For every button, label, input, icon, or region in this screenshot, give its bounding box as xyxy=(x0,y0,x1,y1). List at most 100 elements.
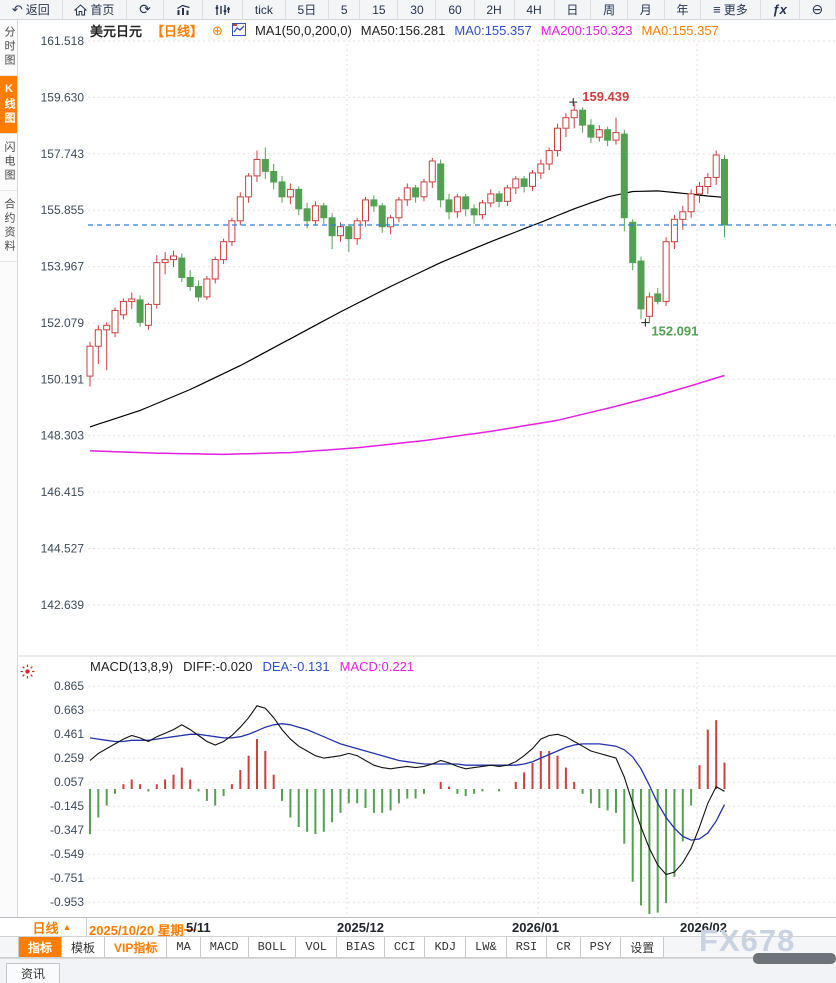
ma-settings: MA1(50,0,200,0) xyxy=(254,23,352,38)
y-axis-label: 152.079 xyxy=(41,316,85,330)
toolbar-button-bar-chart[interactable] xyxy=(164,0,204,19)
macd-y-axis-label: 0.057 xyxy=(54,775,84,789)
ma0-blue-value: MA0:155.357 xyxy=(454,23,532,38)
macd-y-axis-label: -0.549 xyxy=(50,847,84,861)
toolbar-lead-spacer xyxy=(0,937,18,957)
indicator-tab-设置[interactable]: 设置 xyxy=(621,937,665,957)
toolbar-button-2hour[interactable]: 2H xyxy=(475,0,515,19)
dea-line xyxy=(89,723,726,841)
toolbar-button-fx[interactable]: ƒx xyxy=(761,0,800,19)
indicator-tab-PSY[interactable]: PSY xyxy=(580,937,622,957)
watermark: FX678 xyxy=(699,923,796,958)
period-selector[interactable]: 日线 ▲ xyxy=(18,918,87,936)
toolbar-button-15min[interactable]: 15 xyxy=(360,0,399,19)
sidebar-item-合约资料[interactable]: 合约资料 xyxy=(0,191,17,262)
xaxis-label: 2026/02 xyxy=(680,920,727,935)
indicator-tab-VIP指标[interactable]: VIP指标 xyxy=(105,937,168,957)
toolbar-button-5day[interactable]: 5日 xyxy=(286,0,330,19)
xaxis-label: 2025/12 xyxy=(337,920,384,935)
ma50-line xyxy=(89,190,725,428)
indicator-tab-MA[interactable]: MA xyxy=(167,937,201,957)
macd-header: MACD(13,8,9) DIFF:-0.020 DEA:-0.131 MACD… xyxy=(90,659,414,674)
ma200-line xyxy=(89,374,725,456)
toolbar-button-30min[interactable]: 30 xyxy=(398,0,437,19)
left-sidebar: 分时图 K线图 闪电图 合约资料 xyxy=(0,19,18,958)
chart-header: 美元日元 【日线】 ⊕ MA1(50,0,200,0) MA50:156.281… xyxy=(90,21,719,40)
ma50-value: MA50:156.281 xyxy=(360,23,446,38)
indicator-tab-BOLL[interactable]: BOLL xyxy=(248,937,297,957)
indicator-tab-模板[interactable]: 模板 xyxy=(62,937,106,957)
y-axis-label: 150.191 xyxy=(41,372,85,386)
y-axis-label: 142.639 xyxy=(41,598,85,612)
indicator-tab-KDJ[interactable]: KDJ xyxy=(425,937,467,957)
toolbar-button-month[interactable]: 月 xyxy=(628,0,665,19)
toolbar-button-60min[interactable]: 60 xyxy=(436,0,475,19)
ma0-orange-value: MA0:155.357 xyxy=(641,23,719,38)
toolbar-button-tick[interactable]: tick xyxy=(243,0,286,19)
mini-chart-icon[interactable] xyxy=(231,22,246,39)
toolbar-button-zoom-out[interactable]: ⊖ xyxy=(800,0,836,19)
xaxis-row: 日线 ▲ 2025/10/20 星期一 5/11 2025/12 2026/01 20… xyxy=(0,917,836,938)
macd-y-axis-label: -0.953 xyxy=(50,895,84,909)
candles xyxy=(86,103,728,387)
period-label: 【日线】 xyxy=(151,24,204,39)
y-axis-label: 146.415 xyxy=(41,485,85,499)
toolbar-button-4hour[interactable]: 4H xyxy=(515,0,555,19)
macd-y-axis-label: -0.347 xyxy=(50,823,84,837)
y-axis-label: 161.518 xyxy=(41,34,85,48)
y-axis-label: 148.303 xyxy=(41,429,85,443)
macd-y-axis-label: -0.751 xyxy=(50,871,84,885)
sidebar-item-分时图[interactable]: 分时图 xyxy=(0,19,17,76)
ma200-value: MA200:150.323 xyxy=(540,23,633,38)
toolbar-button-back[interactable]: ↶ 返回 xyxy=(0,0,63,19)
symbol-name: 美元日元 xyxy=(90,24,143,39)
xaxis-label: 5/11 xyxy=(186,920,211,935)
gridlines: 161.518 159.630 157.743 155.855 153.967 152.0… xyxy=(41,34,836,914)
macd-diff-value: DIFF:-0.020 xyxy=(183,659,253,674)
macd-settings-label: MACD(13,8,9) xyxy=(90,659,174,674)
news-tab[interactable]: 资讯 xyxy=(6,963,60,983)
macd-y-axis-label: 0.663 xyxy=(54,703,84,717)
indicator-tab-RSI[interactable]: RSI xyxy=(506,937,548,957)
y-axis-label: 153.967 xyxy=(41,260,85,274)
svg-text:152.091: 152.091 xyxy=(651,324,698,339)
macd-hist-value: MACD:0.221 xyxy=(339,659,415,674)
indicator-tab-BIAS[interactable]: BIAS xyxy=(337,937,385,957)
low-annotation: 152.091 xyxy=(641,318,698,339)
macd-y-axis-label: 0.865 xyxy=(54,679,84,693)
y-axis-label: 159.630 xyxy=(41,90,85,104)
indicator-toolbar: 指标 模板 VIP指标 MA MACD BOLL VOL BIAS CCI KDJ LW& RSI CR… xyxy=(0,937,836,958)
toolbar-button-refresh[interactable]: ⟳ xyxy=(127,0,164,19)
macd-y-axis-label: 0.461 xyxy=(54,727,84,741)
add-indicator-icon[interactable]: ⊕ xyxy=(212,22,223,38)
indicator-tab-LW&[interactable]: LW& xyxy=(466,937,507,957)
toolbar-button-more[interactable]: ≡ 更多 xyxy=(701,0,761,19)
indicator-tab-CCI[interactable]: CCI xyxy=(384,937,426,957)
selected-date-label: 2025/10/20 星期一 xyxy=(89,923,197,938)
high-annotation: 159.439 xyxy=(569,89,629,107)
y-axis-label: 155.855 xyxy=(41,203,85,217)
svg-text:159.439: 159.439 xyxy=(582,89,629,104)
horizontal-scrollbar-thumb[interactable] xyxy=(753,953,836,964)
indicator-tab-VOL[interactable]: VOL xyxy=(296,937,338,957)
xaxis-label: 2026/01 xyxy=(512,920,559,935)
toolbar-button-5min[interactable]: 5 xyxy=(329,0,361,19)
sidebar-item-闪电图[interactable]: 闪电图 xyxy=(0,134,17,191)
chevron-up-icon: ▲ xyxy=(62,922,72,932)
macd-dea-value: DEA:-0.131 xyxy=(262,659,330,674)
indicator-tab-指标[interactable]: 指标 xyxy=(18,937,63,957)
status-bar: 资讯 xyxy=(0,953,836,983)
toolbar-button-week[interactable]: 周 xyxy=(591,0,628,19)
indicator-tab-MACD[interactable]: MACD xyxy=(200,937,249,957)
toolbar-button-year[interactable]: 年 xyxy=(665,0,702,19)
macd-y-axis-label: 0.259 xyxy=(54,751,84,765)
y-axis-label: 144.527 xyxy=(41,542,85,556)
sidebar-item-K线图[interactable]: K线图 xyxy=(0,76,17,134)
indicator-tab-CR[interactable]: CR xyxy=(547,937,581,957)
toolbar-button-candle-style[interactable] xyxy=(203,0,244,19)
macd-settings-icon[interactable] xyxy=(20,664,35,679)
toolbar-button-day[interactable]: 日 xyxy=(555,0,592,19)
toolbar-button-home[interactable]: 首页 xyxy=(63,0,128,19)
